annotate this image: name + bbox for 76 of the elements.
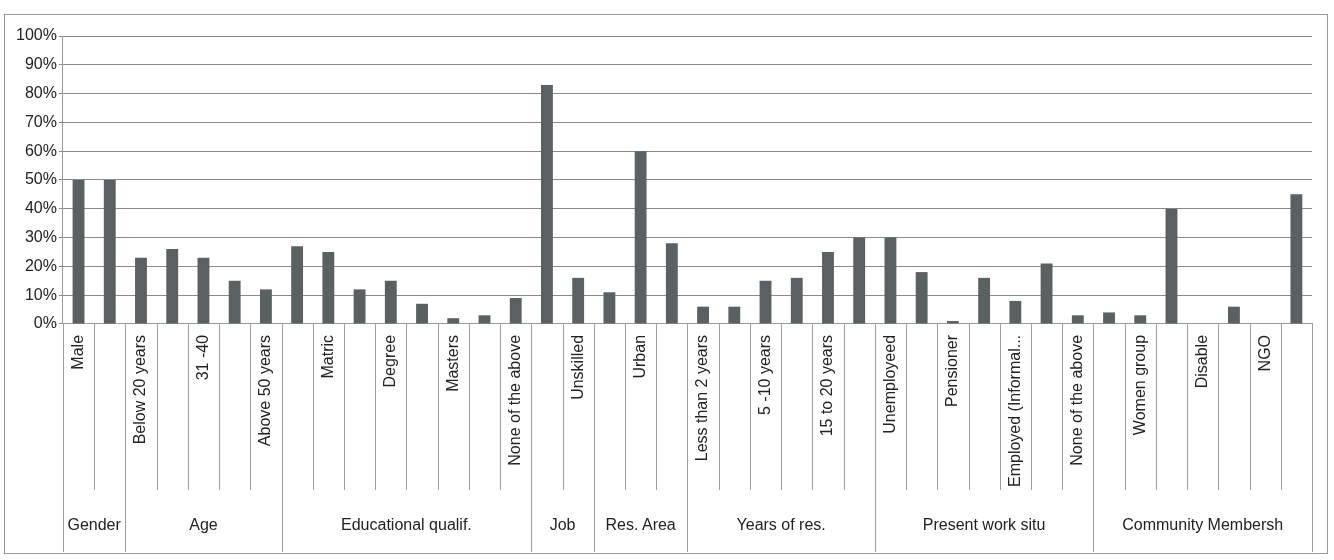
bar <box>353 289 366 324</box>
bar <box>634 151 647 324</box>
x-tick-label: Degree <box>381 334 399 388</box>
y-tick-label: 90% <box>24 55 57 73</box>
y-tick-label: 80% <box>24 84 57 101</box>
x-tick-label: Unemployeed <box>880 334 898 434</box>
bar <box>1103 312 1115 324</box>
x-tick-label: 5 -10 years <box>755 334 773 415</box>
bar <box>478 315 491 324</box>
bar <box>665 243 678 324</box>
bar <box>166 249 179 324</box>
bar <box>853 237 866 324</box>
bar <box>259 289 272 324</box>
bar <box>541 84 553 324</box>
bar <box>1228 306 1240 324</box>
x-tick-label: Below 20 years <box>131 334 149 445</box>
bar <box>1134 315 1147 324</box>
bar <box>447 318 460 324</box>
text: Gender <box>67 516 122 534</box>
x-tick-label: Urban <box>631 334 649 379</box>
bar <box>978 277 991 324</box>
bar <box>1071 315 1084 324</box>
y-tick-label: 0% <box>33 314 57 332</box>
bar <box>135 257 147 324</box>
y-tick-label: 10% <box>24 285 57 303</box>
x-tick-label: Above 50 years <box>256 334 274 447</box>
bar <box>1290 194 1303 324</box>
y-tick-label: 70% <box>24 112 57 130</box>
bar <box>728 306 741 324</box>
bar <box>103 179 116 324</box>
x-tick-label: None of the above <box>1068 334 1086 466</box>
text: Res. Area <box>605 516 676 534</box>
bar <box>416 303 428 324</box>
bar <box>759 280 772 324</box>
y-tick-label: 50% <box>24 170 57 188</box>
x-tick-label: Women group <box>1130 334 1148 436</box>
bar <box>197 257 210 324</box>
text: Job <box>549 516 576 534</box>
bar <box>1165 208 1178 324</box>
x-tick-label: Matric <box>318 334 336 379</box>
bar <box>72 179 85 324</box>
bar <box>822 251 834 324</box>
x-tick-label: None of the above <box>506 334 524 466</box>
x-tick-label: Masters <box>443 334 461 392</box>
x-tick-label: 15 to 20 years <box>818 334 836 437</box>
bar <box>322 251 335 324</box>
bar <box>384 280 397 324</box>
x-tick-label: Pensioner <box>943 334 961 407</box>
bar <box>228 280 241 324</box>
y-tick-label: 20% <box>24 256 57 274</box>
y-tick-label: 100% <box>16 26 57 44</box>
bar <box>509 298 522 324</box>
text: Years of res. <box>736 516 826 534</box>
x-tick-label: Disable <box>1193 334 1211 389</box>
bar <box>291 246 304 324</box>
x-tick-label: 31 -40 <box>193 334 211 381</box>
x-tick-label: Less than 2 years <box>693 334 711 462</box>
bar <box>572 277 585 324</box>
x-tick-label: Employed (Informal... <box>1005 334 1023 488</box>
text: Age <box>189 516 218 534</box>
text: Present work situ <box>922 516 1046 534</box>
y-tick-label: 30% <box>24 227 57 245</box>
bar <box>790 277 803 324</box>
bar <box>603 292 616 324</box>
bar <box>1040 263 1053 324</box>
y-tick-label: 60% <box>24 141 57 159</box>
bar <box>915 272 928 324</box>
x-tick-label: Male <box>68 334 86 370</box>
x-tick-label: Unskilled <box>568 334 586 400</box>
bar <box>884 237 897 324</box>
bar <box>697 306 710 324</box>
text: Educational qualif. <box>341 516 472 534</box>
text: Community Membersh <box>1122 516 1284 534</box>
x-tick-label: NGO <box>1255 334 1273 372</box>
bar <box>1009 300 1022 324</box>
y-tick-label: 40% <box>24 199 57 217</box>
